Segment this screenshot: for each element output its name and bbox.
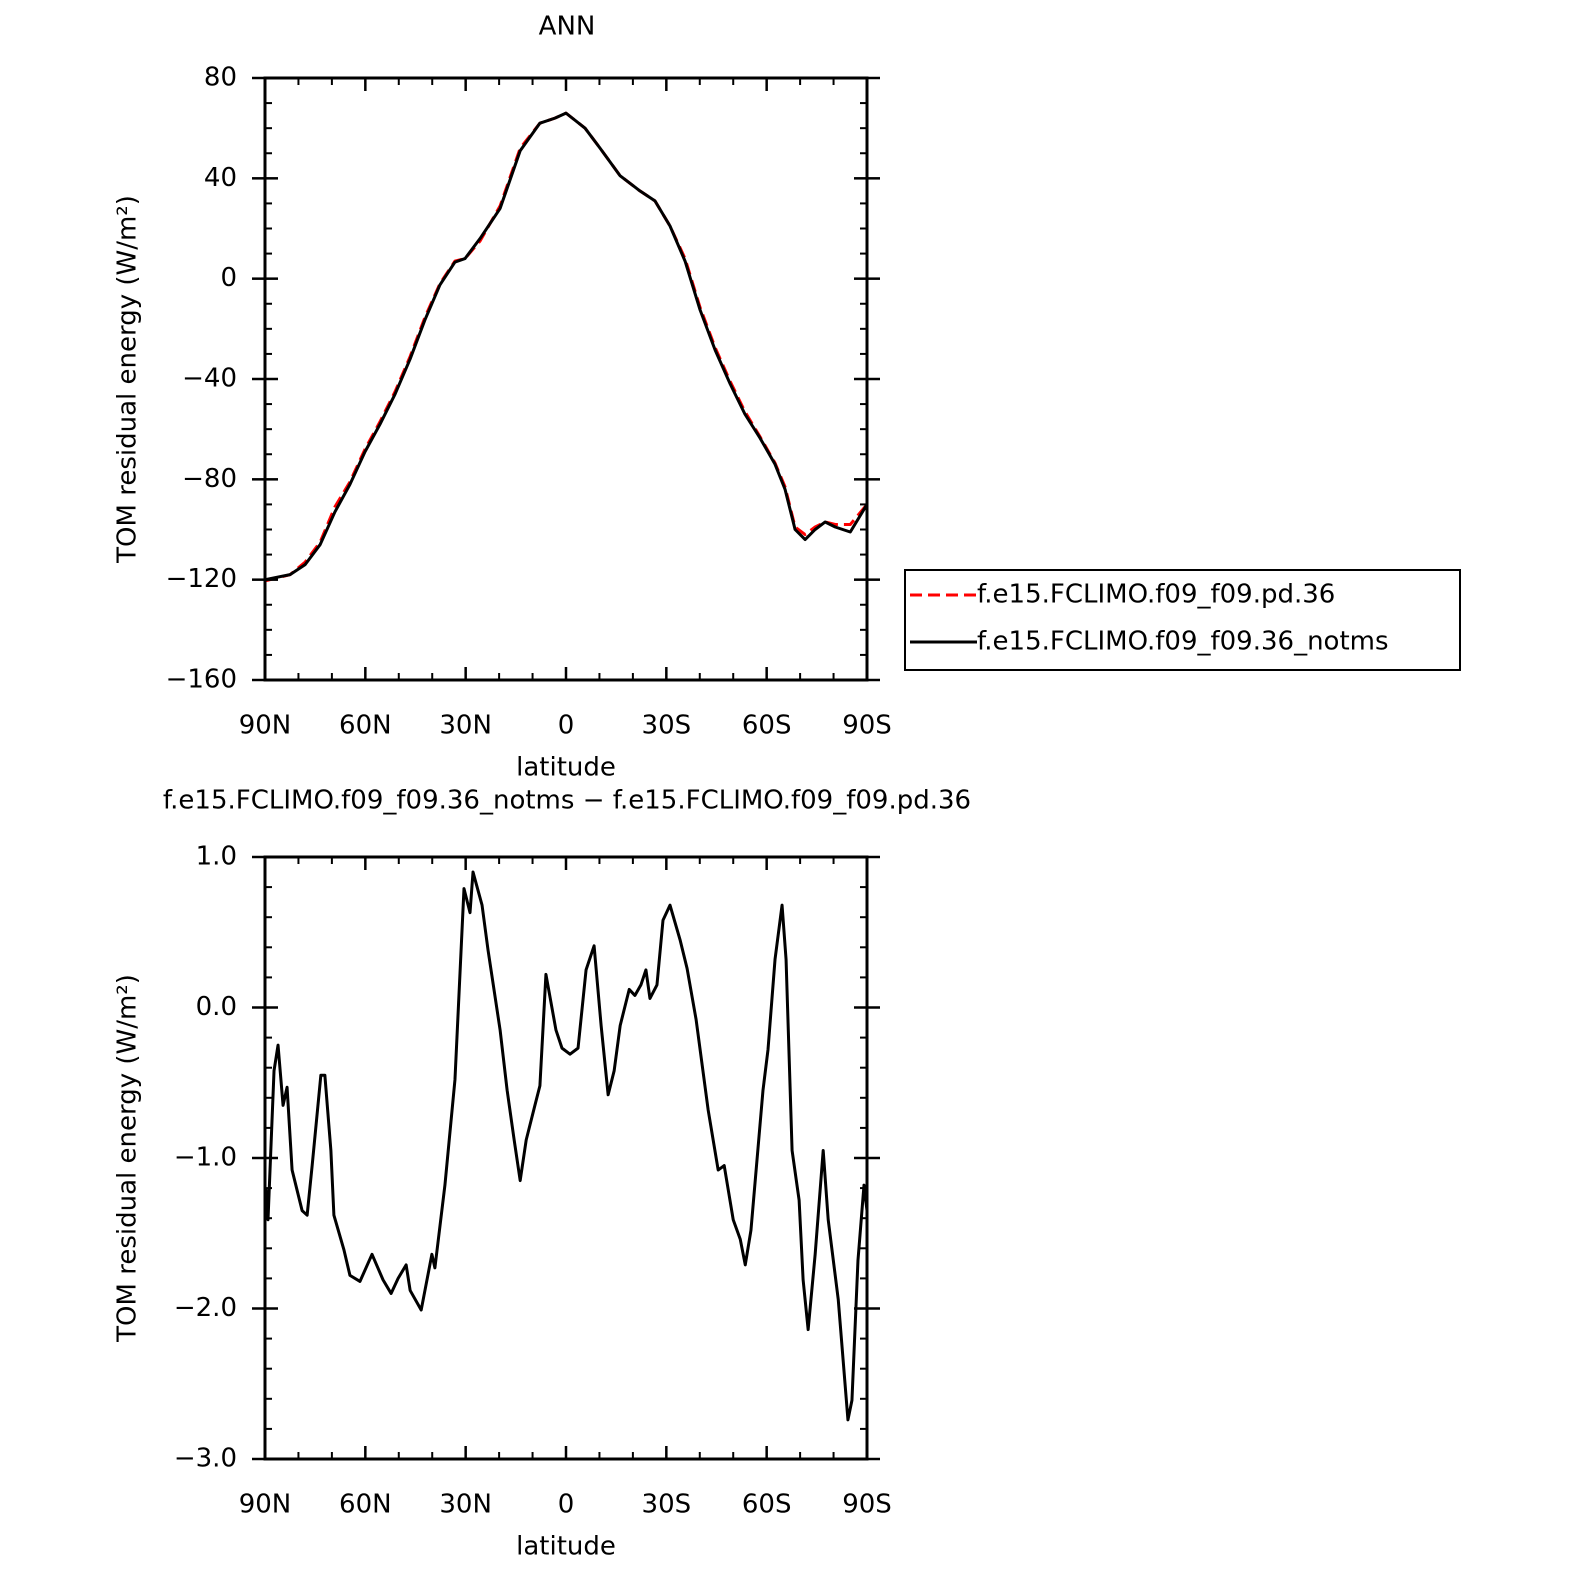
legend-label: f.e15.FCLIMO.f09_f09.36_notms <box>977 627 1389 657</box>
x-tick-label: 60N <box>339 1490 392 1520</box>
x-tick-label: 30S <box>642 1490 692 1520</box>
x-tick-label: 90S <box>842 711 892 741</box>
x-tick-label: 90N <box>239 711 292 741</box>
data-line <box>264 870 869 1422</box>
x-tick-label: 60N <box>339 711 392 741</box>
y-tick-label: −3.0 <box>174 1444 237 1474</box>
y-tick-label: 0 <box>220 263 237 293</box>
chart-title: ANN <box>539 12 596 42</box>
chart-title: f.e15.FCLIMO.f09_f09.36_notms − f.e15.FC… <box>163 786 971 816</box>
x-tick-label: 30N <box>439 1490 492 1520</box>
x-tick-label: 60S <box>742 711 792 741</box>
x-tick-label: 90N <box>239 1490 292 1520</box>
y-axis-title: TOM residual energy (W/m²) <box>113 195 143 564</box>
legend-label: f.e15.FCLIMO.f09_f09.pd.36 <box>977 580 1335 610</box>
x-axis-title: latitude <box>516 753 616 783</box>
legend-box <box>904 569 1461 671</box>
y-tick-label: 40 <box>204 163 237 193</box>
y-tick-label: −40 <box>182 364 237 394</box>
data-line <box>264 111 869 582</box>
y-tick-label: 0.0 <box>196 992 237 1022</box>
y-tick-label: −2.0 <box>174 1293 237 1323</box>
y-tick-label: 1.0 <box>196 842 237 872</box>
x-tick-label: 0 <box>558 1490 575 1520</box>
data-line <box>264 111 869 583</box>
x-tick-label: 30N <box>439 711 492 741</box>
y-axis-title: TOM residual energy (W/m²) <box>113 974 143 1343</box>
plot-frame <box>263 76 869 682</box>
y-tick-label: 80 <box>204 63 237 93</box>
y-tick-label: −160 <box>166 665 237 695</box>
plot-frame <box>263 855 869 1461</box>
y-tick-label: −1.0 <box>174 1143 237 1173</box>
x-tick-label: 0 <box>558 711 575 741</box>
x-tick-label: 90S <box>842 1490 892 1520</box>
x-tick-label: 60S <box>742 1490 792 1520</box>
y-tick-label: −80 <box>182 464 237 494</box>
x-tick-label: 30S <box>642 711 692 741</box>
x-axis-title: latitude <box>516 1532 616 1562</box>
y-tick-label: −120 <box>166 564 237 594</box>
